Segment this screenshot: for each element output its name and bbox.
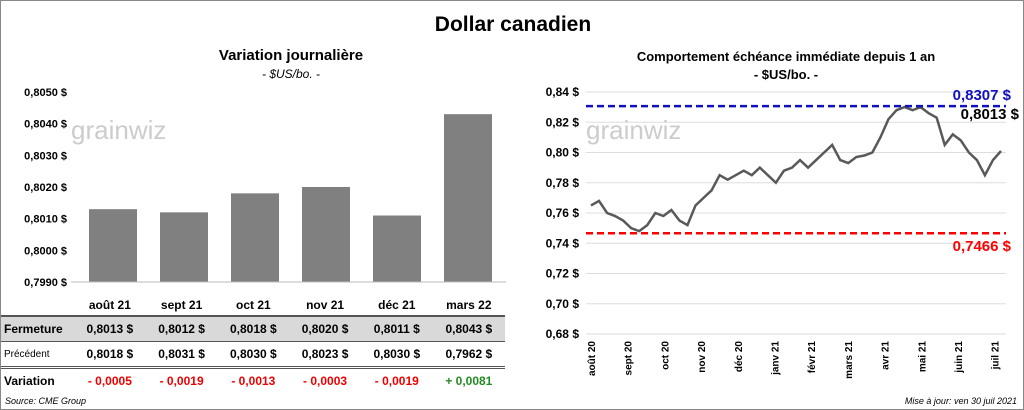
cell-month: déc 21 <box>378 298 416 312</box>
cell-variation: - 0,0013 <box>231 374 276 388</box>
cell-month: mars 22 <box>446 298 492 312</box>
cell-month: sept 21 <box>160 298 203 312</box>
x-tick-label: déc 20 <box>734 341 745 373</box>
cell-previous: 0,7962 $ <box>432 341 505 369</box>
y-tick-label: 0,7990 $ <box>24 277 67 289</box>
max-label: 0,8307 $ <box>953 87 1012 104</box>
x-tick-label: févr 21 <box>807 341 818 374</box>
x-tick-label: juil 21 <box>991 341 1002 371</box>
prices-table: août 21 sept 21 oct 21 nov 21 déc 21 mars 22 … <box>1 295 505 393</box>
cell-close: 0,8043 $ <box>432 315 505 342</box>
page-title: Dollar canadien <box>434 13 592 36</box>
cell-variation: - 0,0003 <box>303 374 348 388</box>
row-label-previous: Précédent <box>1 341 74 369</box>
cell-close: 0,8020 $ <box>289 315 361 342</box>
right-chart-subtitle: - $US/bo. - <box>753 67 819 82</box>
y-tick-label: 0,76 $ <box>546 206 580 220</box>
y-tick-label: 0,8000 $ <box>24 245 67 257</box>
y-tick-label: 0,8050 $ <box>24 87 67 99</box>
bar <box>444 114 492 283</box>
cell-previous: 0,8018 $ <box>74 341 146 369</box>
row-label-variation: Variation <box>4 374 55 388</box>
min-label: 0,7466 $ <box>953 238 1012 255</box>
cell-previous: 0,8023 $ <box>289 341 361 369</box>
cell-variation: - 0,0019 <box>159 374 204 388</box>
update-note: Mise à jour: ven 30 juil 2021 <box>904 396 1017 406</box>
cell-previous: 0,8030 $ <box>217 341 290 369</box>
x-tick-label: sept 20 <box>624 341 635 376</box>
y-tick-label: 0,8040 $ <box>24 119 67 131</box>
x-tick-label: oct 20 <box>660 341 671 370</box>
y-tick-label: 0,82 $ <box>546 115 580 129</box>
left-chart-subtitle: - $US/bo. - <box>261 67 321 81</box>
source-note: Source: CME Group <box>5 396 87 406</box>
y-tick-label: 0,68 $ <box>546 327 580 341</box>
x-tick-label: juin 21 <box>954 341 965 374</box>
bar <box>373 215 421 282</box>
cell-close: 0,8018 $ <box>217 315 290 342</box>
x-tick-label: mars 21 <box>844 341 855 379</box>
y-tick-label: 0,74 $ <box>546 236 580 250</box>
watermark-logo: grainwiz <box>586 115 681 145</box>
y-tick-label: 0,70 $ <box>546 297 580 311</box>
bar <box>89 209 137 282</box>
left-chart-title: Variation journalière <box>218 47 364 64</box>
cell-variation: - 0,0019 <box>374 374 419 388</box>
cell-previous: 0,8031 $ <box>145 341 218 369</box>
x-tick-label: mai 21 <box>917 341 928 373</box>
last-label: 0,8013 $ <box>961 106 1020 123</box>
y-tick-label: 0,8030 $ <box>24 150 67 162</box>
x-tick-label: nov 20 <box>697 341 708 373</box>
watermark-logo: grainwiz <box>71 115 166 145</box>
y-tick-label: 0,72 $ <box>546 267 580 281</box>
y-tick-label: 0,78 $ <box>546 176 580 190</box>
cell-close: 0,8012 $ <box>145 315 218 342</box>
y-tick-label: 0,8010 $ <box>24 214 67 226</box>
bar <box>231 193 279 282</box>
cell-month: oct 21 <box>235 298 271 312</box>
x-tick-label: avr 21 <box>881 341 892 370</box>
y-tick-label: 0,84 $ <box>546 85 580 99</box>
cell-month: août 21 <box>88 298 131 312</box>
cell-close: 0,8013 $ <box>74 315 146 342</box>
bar <box>160 212 208 282</box>
bar <box>302 187 350 282</box>
price-line <box>590 105 1002 233</box>
x-tick-label: août 20 <box>587 341 598 376</box>
cell-variation: + 0,0081 <box>445 374 493 388</box>
cell-close: 0,8011 $ <box>360 315 433 342</box>
right-chart-title: Comportement échéance immédiate depuis 1… <box>636 49 936 64</box>
y-tick-label: 0,8020 $ <box>24 182 67 194</box>
y-tick-label: 0,80 $ <box>546 146 580 160</box>
cell-month: nov 21 <box>306 298 345 312</box>
row-label-close: Fermeture <box>1 315 74 342</box>
cell-previous: 0,8030 $ <box>360 341 433 369</box>
x-tick-label: janv 21 <box>771 341 782 376</box>
cell-variation: - 0,0005 <box>87 374 132 388</box>
